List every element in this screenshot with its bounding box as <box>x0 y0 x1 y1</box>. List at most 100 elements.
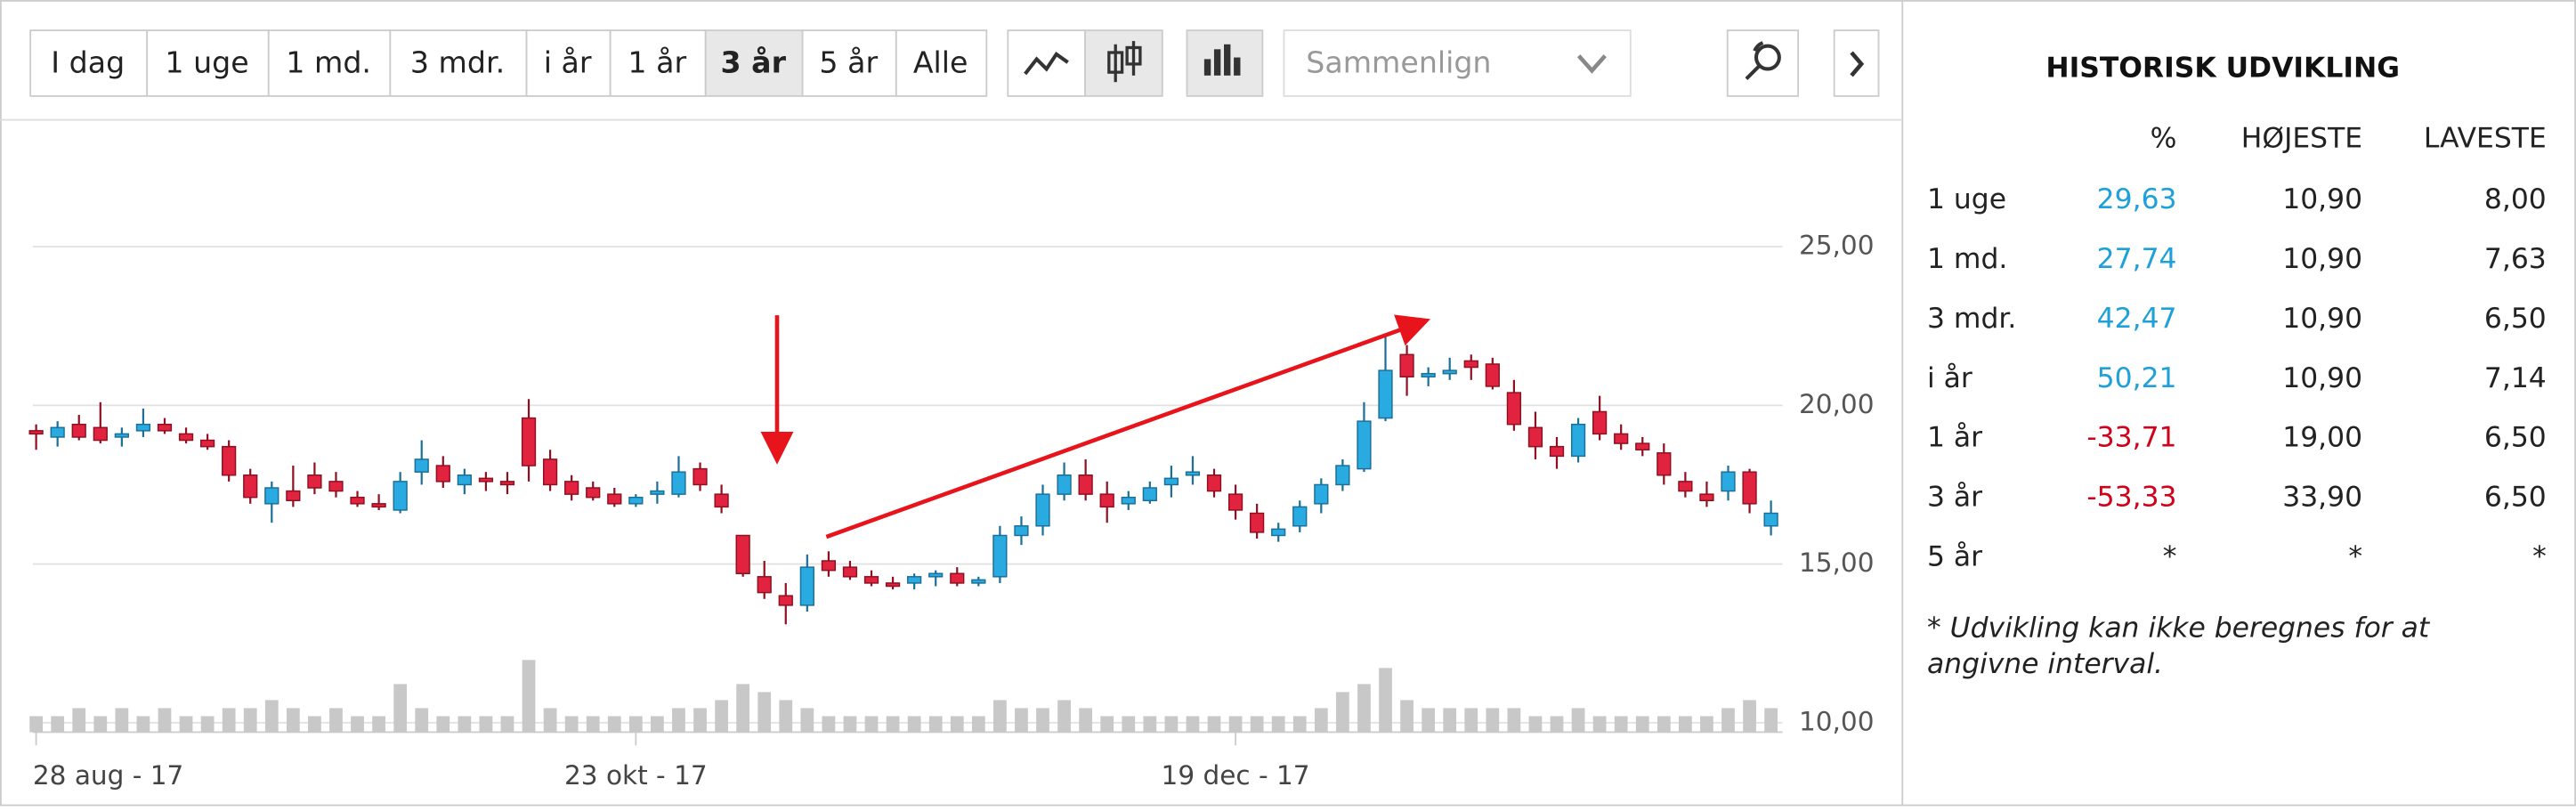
candle-body <box>1250 512 1265 533</box>
volume-bar <box>1207 716 1221 733</box>
candle-body <box>286 490 301 502</box>
candle-body <box>1678 481 1693 492</box>
candle-body <box>1506 392 1522 426</box>
candle-body <box>1206 474 1222 492</box>
table-cell: 6,50 <box>2484 482 2547 514</box>
table-cell: 10,90 <box>2282 362 2362 394</box>
annotation-arrow <box>825 314 1431 539</box>
volume-bar <box>1486 708 1500 733</box>
volume-bar <box>1635 716 1649 733</box>
x-tick-label: 28 aug - 17 <box>33 760 183 791</box>
range-button[interactable] <box>609 29 707 97</box>
volume-bar <box>115 708 129 733</box>
volume-bar <box>222 708 236 733</box>
volume-bar <box>372 716 385 733</box>
volume-bar <box>93 716 108 733</box>
compare-label: Sammenlign <box>1306 45 1491 79</box>
next-button[interactable] <box>1833 29 1880 97</box>
candle-body <box>1142 487 1157 502</box>
line-chart-button[interactable] <box>1007 29 1086 97</box>
volume-bar <box>757 692 772 733</box>
volume-bar <box>1678 716 1692 733</box>
chevron <box>1576 54 1607 74</box>
candle-body <box>586 487 601 499</box>
volume-bar <box>1764 708 1778 733</box>
candle-body <box>1763 512 1778 527</box>
candle-body <box>243 474 258 499</box>
candle-body <box>1227 493 1243 511</box>
candle-body <box>50 426 65 438</box>
volume-bar <box>779 700 793 733</box>
volume-bar <box>393 684 408 733</box>
candle-body <box>157 423 173 432</box>
candle-body <box>1699 493 1714 502</box>
candle-body <box>457 474 472 486</box>
table-cell: 33,90 <box>2282 482 2362 514</box>
volume-bar <box>1336 692 1349 733</box>
candle-body <box>1335 465 1350 486</box>
range-button[interactable] <box>895 29 988 97</box>
candle-body <box>650 490 665 495</box>
candle-body <box>778 595 793 606</box>
candle-body <box>1549 445 1565 458</box>
volume-bar <box>607 716 621 733</box>
table-cell: 10,90 <box>2282 243 2362 275</box>
candle-body <box>1271 528 1286 537</box>
volume-bar <box>136 716 150 733</box>
volume-bar <box>1464 708 1478 733</box>
row-label: i år <box>1927 361 1973 394</box>
candle-body <box>628 496 644 505</box>
chart: 10,00 15,00 20,00 25,00 28 aug - 17 23 okt - … <box>28 231 1874 791</box>
candle-body <box>863 576 879 584</box>
candle-body <box>1527 426 1543 448</box>
zoom-icon <box>1745 41 1781 80</box>
bars-icon <box>1203 44 1241 76</box>
candle-body <box>907 576 922 584</box>
candle-body <box>1057 474 1072 495</box>
table-cell: 7,63 <box>2484 243 2547 275</box>
column-header: HØJESTE <box>2241 123 2362 155</box>
y-tick-label: 10,00 <box>1799 706 1874 736</box>
range-label: 5 år <box>819 45 878 79</box>
range-button[interactable] <box>525 29 612 97</box>
candle-body <box>1421 372 1436 377</box>
volume-bar <box>1592 716 1607 733</box>
range-button[interactable] <box>704 29 804 97</box>
range-button[interactable] <box>146 29 270 97</box>
table-cell: 29,63 <box>2097 183 2177 215</box>
compare-dropdown[interactable] <box>1283 29 1632 97</box>
candle-body <box>714 493 729 508</box>
volume-bar <box>1228 716 1243 733</box>
candle-body <box>607 493 622 505</box>
volume-bar <box>1357 684 1371 733</box>
volume-bar <box>928 716 943 733</box>
zoom-button[interactable] <box>1726 29 1800 97</box>
volume-bar <box>1015 708 1028 733</box>
candle-body <box>114 433 129 438</box>
column-header: LAVESTE <box>2424 123 2547 155</box>
volume-bar <box>1700 716 1713 733</box>
volume-bar <box>286 708 300 733</box>
range-button[interactable] <box>389 29 528 97</box>
volume-bar <box>800 708 814 733</box>
table-cell: * <box>2348 541 2362 573</box>
row-label: 1 uge <box>1927 183 2006 215</box>
candle-body <box>885 582 901 588</box>
volume-bar <box>158 708 172 733</box>
candle-body <box>1463 360 1478 369</box>
candle-body <box>1442 369 1457 375</box>
volume-bar <box>458 716 472 733</box>
candle-body <box>1035 493 1050 527</box>
volume-bar <box>843 716 857 733</box>
candle-body <box>1378 369 1393 419</box>
candle-body <box>671 471 686 495</box>
candle-body <box>350 496 365 505</box>
y-tick-label: 20,00 <box>1799 389 1874 419</box>
volume-bar <box>693 708 707 733</box>
candle-body <box>435 465 450 483</box>
candle-chart-button[interactable] <box>1084 29 1163 97</box>
range-button[interactable] <box>29 29 149 97</box>
table-cell: 6,50 <box>2484 303 2547 335</box>
footnote: * Udvikling kan ikke beregnes for at <box>1927 612 2431 644</box>
